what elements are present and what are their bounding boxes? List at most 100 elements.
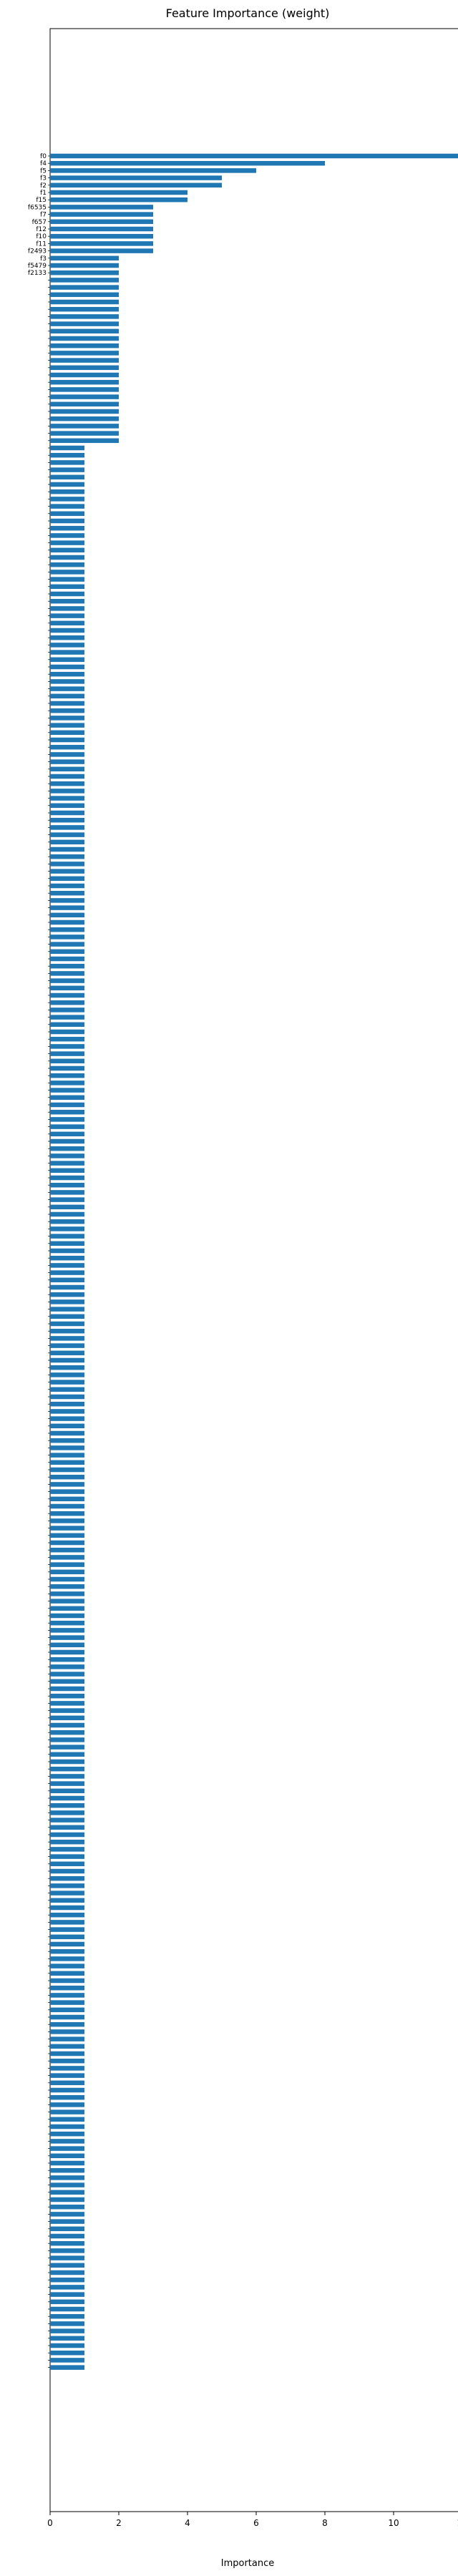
bar [50, 2167, 84, 2173]
bar [50, 2058, 84, 2064]
category-label: f7 [40, 212, 47, 219]
bar [50, 1920, 84, 1925]
bar [50, 898, 84, 903]
bar [50, 416, 119, 421]
bar [50, 1168, 84, 1174]
bar [50, 518, 84, 524]
bar [50, 1898, 84, 1903]
bar [50, 708, 84, 713]
bar [50, 321, 119, 326]
bar [50, 504, 84, 509]
bar [50, 839, 84, 845]
bar [50, 1781, 84, 1786]
bar [50, 1752, 84, 1757]
bar [50, 1664, 84, 1669]
bar [50, 1350, 84, 1356]
bar [50, 1722, 84, 1728]
bar [50, 1124, 84, 1129]
bar [50, 2153, 84, 2159]
bar [50, 540, 84, 545]
bar [50, 343, 119, 348]
bar [50, 1401, 84, 1407]
category-label: f2493 [28, 248, 47, 255]
bar [50, 1000, 84, 1005]
bar [50, 657, 84, 663]
bar [50, 1825, 84, 1830]
bar [50, 862, 84, 867]
bar [50, 1613, 84, 1619]
bar [50, 701, 84, 706]
bar [50, 2007, 84, 2013]
bar [50, 949, 84, 955]
bar [50, 1905, 84, 1911]
bar [50, 1153, 84, 1158]
bar [50, 401, 119, 407]
bar [50, 182, 222, 188]
bar [50, 2336, 84, 2341]
bar [50, 1927, 84, 1932]
bar [50, 1102, 84, 1108]
bar [50, 635, 84, 640]
bar [50, 1802, 84, 1808]
bar [50, 1584, 84, 1589]
bar [50, 2343, 84, 2348]
bar [50, 2182, 84, 2187]
category-label: f6535 [28, 204, 47, 211]
bar [50, 2270, 84, 2275]
bar [50, 1540, 84, 1546]
bar [50, 796, 84, 801]
bar [50, 2175, 84, 2180]
bar [50, 1832, 84, 1838]
bar [50, 1599, 84, 1604]
bar [50, 1394, 84, 1400]
bar [50, 1226, 84, 1231]
bar [50, 1818, 84, 1823]
bar [50, 2292, 84, 2297]
bar [50, 1372, 84, 1377]
bar [50, 467, 84, 472]
bar [50, 1065, 84, 1071]
bar [50, 1503, 84, 1509]
bar [50, 278, 119, 283]
bar [50, 1868, 84, 1874]
bar [50, 2073, 84, 2078]
bar [50, 2226, 84, 2232]
bar [50, 810, 84, 816]
bar [50, 379, 119, 385]
bar [50, 409, 119, 414]
bar [50, 547, 84, 553]
x-axis-label: Importance [221, 2558, 275, 2569]
bar [50, 2306, 84, 2312]
category-label: f12 [36, 226, 47, 233]
bar [50, 175, 222, 180]
bar [50, 628, 84, 633]
bar [50, 533, 84, 538]
bar [50, 1044, 84, 1049]
bar [50, 255, 119, 261]
bar [50, 693, 84, 699]
bar [50, 1934, 84, 1940]
bar [50, 212, 153, 217]
bar [50, 2146, 84, 2151]
bar [50, 985, 84, 991]
category-label: f2 [40, 182, 47, 190]
bar [50, 2021, 84, 2027]
bar [50, 2080, 84, 2086]
bar [50, 1847, 84, 1852]
bar [50, 774, 84, 779]
bar [50, 1161, 84, 1166]
bar [50, 598, 84, 604]
bar [50, 372, 119, 378]
bar [50, 1138, 84, 1144]
bar [50, 1971, 84, 1976]
bar [50, 789, 84, 794]
bar [50, 1416, 84, 1421]
bar [50, 752, 84, 757]
bar [50, 358, 119, 363]
bar [50, 1284, 84, 1290]
bar [50, 2124, 84, 2129]
bar [50, 424, 119, 429]
bar [50, 1591, 84, 1596]
bar [50, 2044, 84, 2049]
bar [50, 956, 84, 962]
